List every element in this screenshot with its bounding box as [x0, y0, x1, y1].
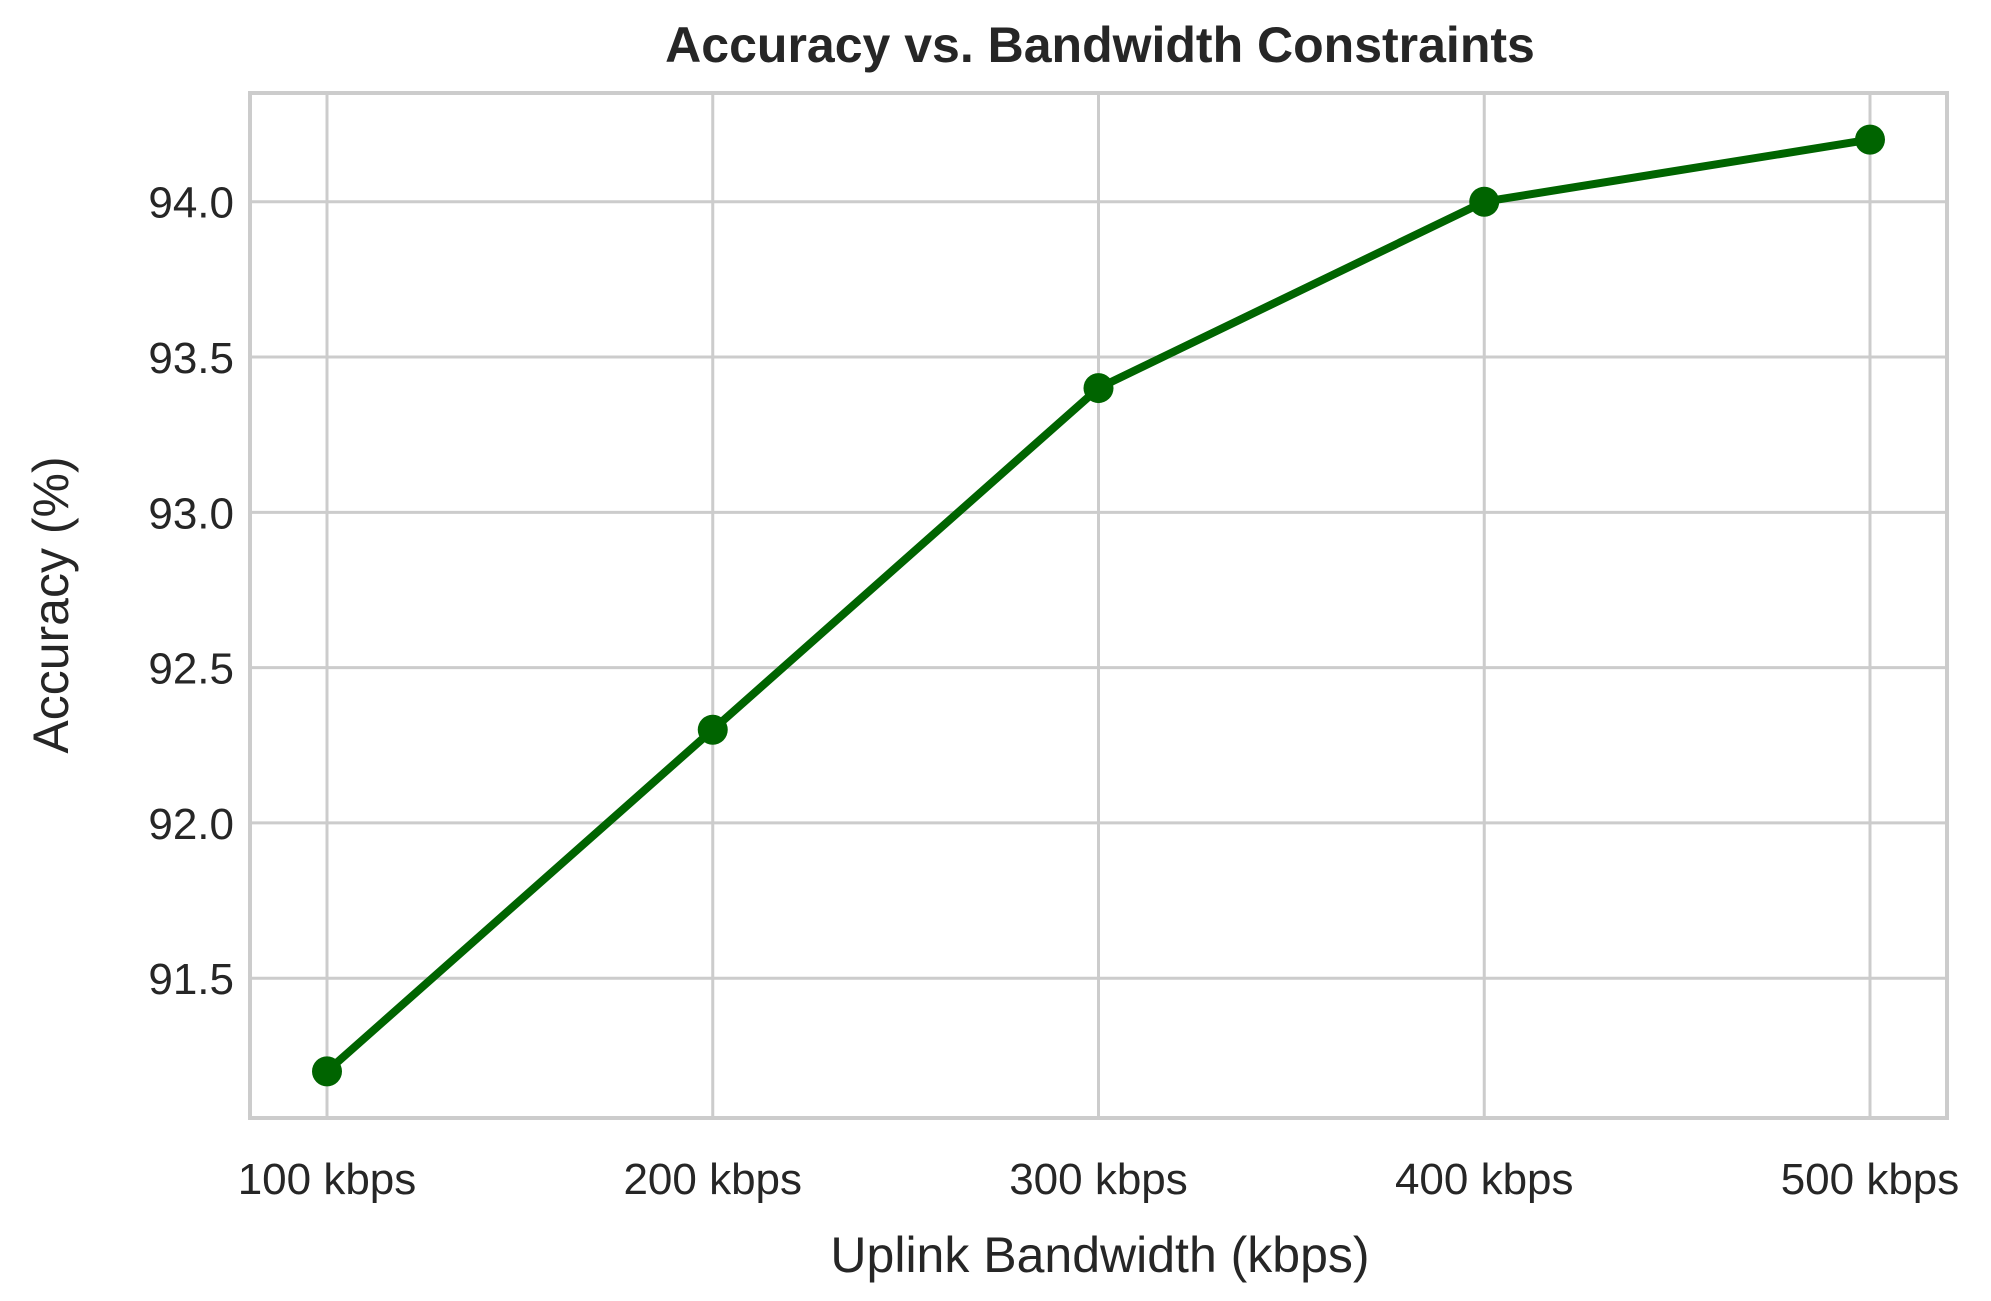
y-tick-labels: 91.5 92.0 92.5 93.0 93.5 94.0 — [148, 179, 234, 1005]
chart-title: Accuracy vs. Bandwidth Constraints — [665, 17, 1535, 73]
x-tick-label: 500 kbps — [1781, 1155, 1960, 1204]
x-tick-label: 300 kbps — [1009, 1155, 1188, 1204]
x-tick-labels: 100 kbps 200 kbps 300 kbps 400 kbps 500 kbps — [238, 1155, 1960, 1204]
data-point-marker — [1469, 186, 1500, 217]
x-axis-label: Uplink Bandwidth (kbps) — [830, 1227, 1369, 1283]
series-layer — [312, 124, 1885, 1087]
y-tick-label: 94.0 — [148, 179, 234, 228]
data-point-marker — [697, 714, 728, 745]
y-tick-label: 91.5 — [148, 955, 234, 1004]
plot-area-frame — [248, 91, 1949, 1120]
data-point-marker — [312, 1056, 342, 1087]
y-tick-label: 93.5 — [148, 334, 234, 383]
y-tick-label: 93.0 — [148, 489, 234, 538]
y-tick-label: 92.0 — [148, 800, 234, 849]
y-axis-label: Accuracy (%) — [23, 456, 79, 753]
grid-lines — [250, 93, 1947, 1118]
x-tick-label: 400 kbps — [1395, 1155, 1574, 1204]
data-point-marker — [1855, 124, 1885, 155]
x-tick-label: 100 kbps — [238, 1155, 417, 1204]
x-tick-label: 200 kbps — [623, 1155, 802, 1204]
y-tick-label: 92.5 — [148, 645, 234, 694]
data-point-marker — [1083, 373, 1114, 404]
